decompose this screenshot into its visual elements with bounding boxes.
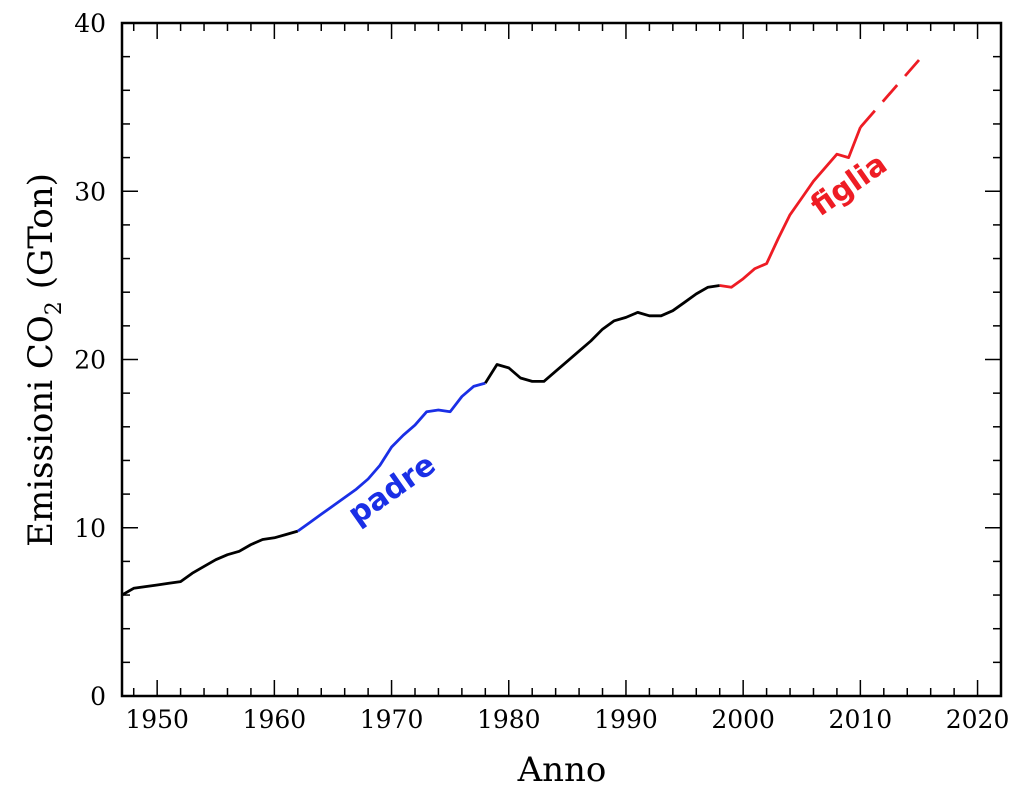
plot-frame bbox=[120, 21, 1003, 698]
x-tick-label: 1980 bbox=[477, 705, 541, 734]
series-line-storico bbox=[484, 284, 720, 384]
y-axis-title-subscript: 2 bbox=[42, 301, 67, 315]
x-axis-title: Anno bbox=[517, 750, 607, 790]
x-tick-label: 1970 bbox=[360, 705, 424, 734]
x-tick-label: 2000 bbox=[711, 705, 775, 734]
series-line-figlia bbox=[719, 126, 862, 289]
x-tick-label: 1950 bbox=[125, 705, 189, 734]
y-tick-label: 30 bbox=[74, 177, 106, 206]
x-tick-label: 1960 bbox=[243, 705, 307, 734]
axis-tick-labels: 1950 1960 1970 1980 1990 2000 2010 2020 0 10 20 30 4… bbox=[74, 9, 1009, 734]
x-tick-label: 1990 bbox=[594, 705, 658, 734]
y-tick-label: 20 bbox=[74, 346, 106, 375]
x-tick-label: 2010 bbox=[829, 705, 893, 734]
data-series bbox=[121, 59, 921, 597]
y-tick-label: 40 bbox=[74, 9, 106, 38]
y-axis-title-unit: (GTon) bbox=[21, 173, 61, 289]
axis-ticks bbox=[122, 22, 1001, 697]
y-axis-title: Emissioni CO2 (GTon) bbox=[21, 173, 67, 547]
y-tick-label: 0 bbox=[90, 682, 106, 711]
y-axis-title-main: Emissioni CO bbox=[21, 315, 61, 547]
series-line-figlia-proiezione bbox=[859, 59, 921, 129]
y-tick-label: 10 bbox=[74, 514, 106, 543]
series-line-padre bbox=[296, 381, 486, 533]
series-line-storico bbox=[121, 529, 299, 597]
x-tick-label: 2020 bbox=[946, 705, 1010, 734]
